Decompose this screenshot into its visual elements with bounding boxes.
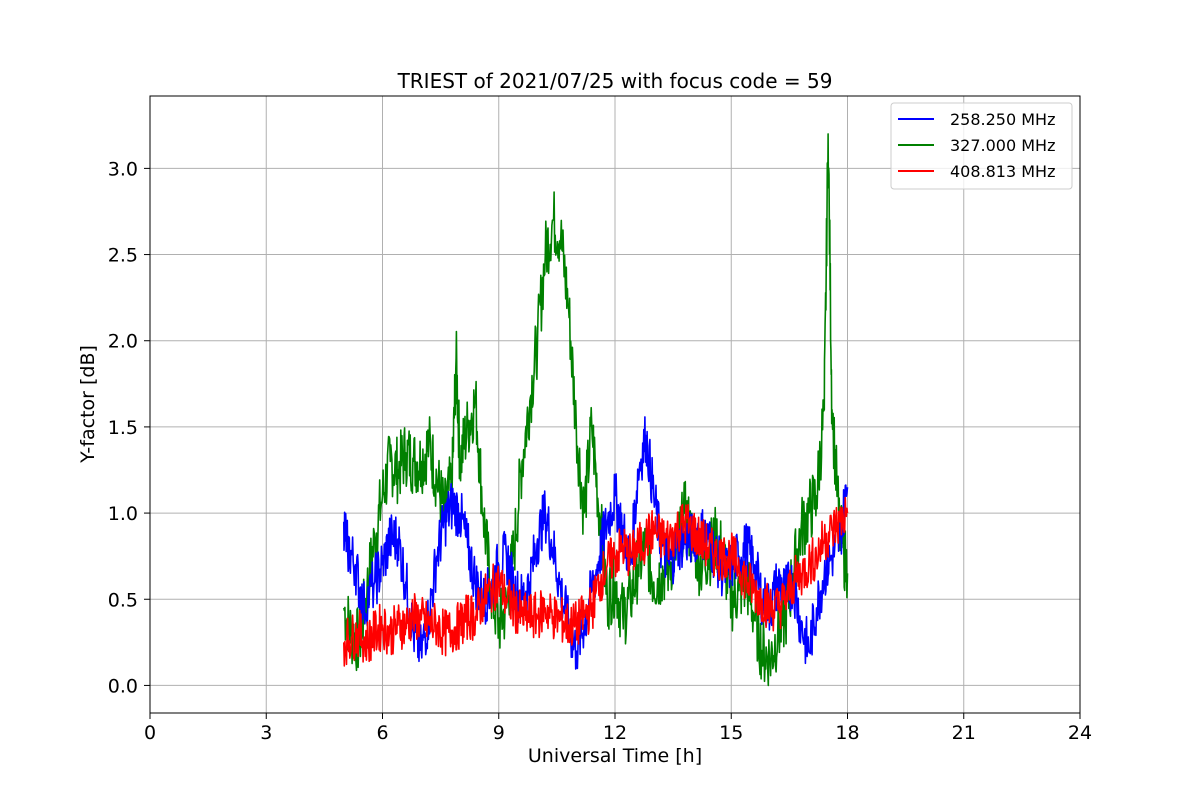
y-tick-label: 0.0 [108, 675, 138, 697]
chart-title: TRIEST of 2021/07/25 with focus code = 5… [397, 69, 833, 93]
y-axis: 0.0 0.5 1.0 1.5 2.0 2.5 3.0 [108, 158, 150, 697]
y-tick-label: 2.5 [108, 245, 138, 267]
legend-label: 258.250 MHz [950, 110, 1055, 129]
y-tick-label: 3.0 [108, 158, 138, 180]
series-line [343, 133, 849, 687]
x-tick-label: 18 [835, 722, 859, 744]
x-tick-label: 21 [952, 722, 976, 744]
legend: 258.250 MHz 327.000 MHz 408.813 MHz [890, 102, 1073, 190]
y-tick-label: 0.5 [108, 589, 138, 611]
y-axis-label: Y-factor [dB] [77, 345, 99, 464]
y-tick-label: 1.5 [108, 417, 138, 439]
y-tick-label: 1.0 [108, 503, 138, 525]
x-tick-label: 24 [1068, 722, 1092, 744]
x-tick-label: 12 [603, 722, 627, 744]
x-tick-label: 9 [493, 722, 505, 744]
legend-box [890, 102, 1073, 190]
x-tick-label: 15 [719, 722, 743, 744]
x-tick-label: 6 [376, 722, 388, 744]
x-tick-label: 0 [144, 722, 156, 744]
x-axis: 0 3 6 9 12 15 18 21 24 [144, 713, 1092, 744]
x-axis-label: Universal Time [h] [528, 745, 702, 767]
legend-label: 327.000 MHz [950, 136, 1055, 155]
legend-label: 408.813 MHz [950, 162, 1055, 181]
series-line [343, 496, 849, 667]
series-group [343, 133, 849, 687]
x-tick-label: 3 [260, 722, 272, 744]
y-tick-label: 2.0 [108, 331, 138, 353]
